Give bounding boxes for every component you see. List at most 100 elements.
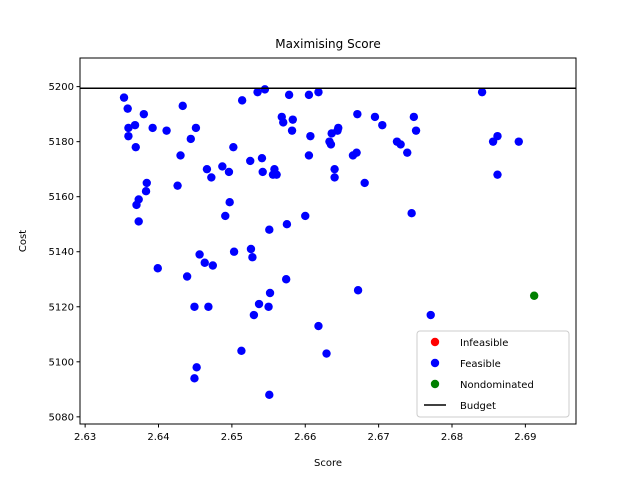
x-tick-label: 2.63 [74, 432, 96, 443]
feasible-point [322, 349, 331, 358]
feasible-point [265, 225, 274, 234]
y-tick-label: 5180 [49, 137, 74, 148]
feasible-point [426, 310, 435, 320]
y-axis-label: Cost [18, 230, 29, 252]
legend-label: Feasible [460, 359, 501, 370]
feasible-point [353, 109, 362, 119]
feasible-point [407, 209, 416, 218]
feasible-point [237, 96, 247, 105]
legend-label: Budget [460, 401, 496, 412]
chart-title: Maximising Score [275, 37, 380, 51]
feasible-point [248, 253, 257, 262]
feasible-point [265, 288, 275, 298]
feasible-point [257, 153, 267, 163]
feasible-point [314, 87, 323, 97]
feasible-point [229, 142, 238, 152]
feasible-point [260, 85, 270, 94]
y-tick-label: 5200 [49, 82, 74, 93]
feasible-point [207, 173, 216, 182]
feasible-point [409, 112, 419, 122]
feasible-point [195, 250, 204, 259]
feasible-point [229, 247, 239, 256]
feasible-point [378, 120, 387, 130]
y-tick-label: 5140 [49, 247, 74, 258]
feasible-point [265, 390, 274, 400]
feasible-point [204, 302, 213, 311]
feasible-point [190, 374, 199, 383]
feasible-point [139, 109, 149, 119]
feasible-point [237, 346, 246, 355]
feasible-point [153, 264, 162, 273]
x-axis-label: Score [314, 458, 342, 469]
legend-marker-infeasible [430, 337, 440, 347]
feasible-point [493, 170, 502, 179]
feasible-point [123, 104, 132, 113]
feasible-point [192, 363, 201, 372]
legend: Infeasible Feasible Nondominated Budget [416, 330, 570, 418]
feasible-point [218, 162, 227, 171]
feasible-point [477, 87, 487, 97]
nondominated-point [529, 291, 539, 300]
legend-marker-nondominated [430, 379, 440, 389]
legend-marker-feasible [430, 358, 440, 368]
y-axis: 5080 5100 5120 5140 5160 5180 5200 [49, 82, 80, 423]
feasible-point [131, 142, 140, 152]
feasible-point [411, 126, 421, 135]
feasible-point [178, 101, 187, 111]
feasible-point [119, 93, 129, 102]
feasible-point [352, 148, 361, 157]
legend-label: Nondominated [460, 380, 534, 391]
feasible-point [279, 118, 288, 127]
feasible-point [370, 112, 380, 122]
feasible-point [173, 181, 182, 190]
feasible-point [162, 126, 171, 135]
feasible-point [124, 123, 133, 133]
feasible-point [493, 131, 502, 141]
x-tick-label: 2.64 [147, 432, 169, 443]
feasible-point [330, 164, 339, 174]
feasible-point [353, 286, 363, 295]
legend-label: Infeasible [460, 338, 508, 349]
feasible-point [403, 148, 412, 157]
feasible-point [134, 195, 143, 204]
feasible-point [287, 126, 297, 135]
feasible-point [148, 123, 157, 133]
x-tick-label: 2.65 [221, 432, 243, 443]
feasible-point [141, 186, 151, 196]
feasible-point [334, 123, 343, 133]
feasible-point [246, 244, 256, 254]
x-tick-label: 2.68 [441, 432, 463, 443]
feasible-point [134, 217, 143, 226]
feasible-point [360, 178, 369, 188]
feasible-point [304, 90, 314, 100]
feasible-point [514, 137, 523, 146]
feasible-point [190, 302, 199, 311]
feasible-point [202, 164, 212, 174]
x-tick-label: 2.66 [294, 432, 316, 443]
feasible-point [396, 140, 405, 149]
y-tick-label: 5100 [49, 357, 74, 368]
feasible-point [225, 197, 234, 207]
feasible-point [224, 167, 234, 177]
feasible-point [142, 178, 151, 188]
y-tick-label: 5120 [49, 302, 74, 313]
feasible-point [221, 211, 230, 221]
x-axis: 2.63 2.64 2.65 2.66 2.67 2.68 2.69 [74, 424, 537, 443]
legend-box [416, 330, 570, 418]
feasible-point [301, 211, 310, 221]
feasible-point [314, 321, 323, 331]
feasible-point [176, 151, 185, 160]
feasible-point [304, 151, 314, 160]
feasible-point [264, 302, 273, 311]
feasible-point [288, 115, 297, 124]
feasible-point [186, 134, 195, 144]
feasible-point [330, 173, 339, 182]
y-tick-label: 5080 [49, 412, 74, 423]
feasible-point [182, 272, 192, 281]
feasible-point [200, 258, 209, 267]
feasible-point [124, 131, 133, 141]
feasible-point [282, 220, 292, 229]
feasible-point [130, 120, 140, 130]
plot-area [80, 85, 576, 400]
